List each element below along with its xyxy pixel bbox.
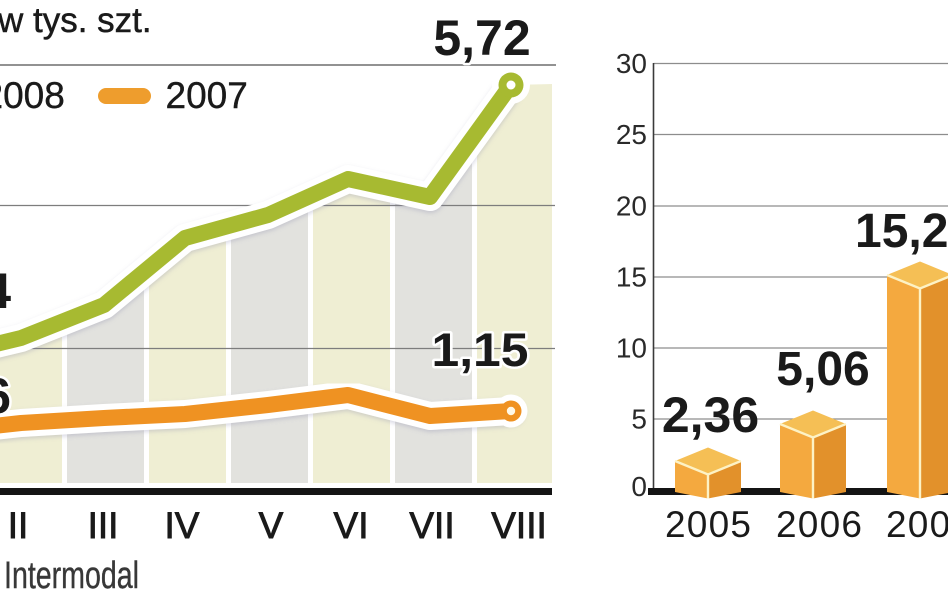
svg-text:2007: 2007 — [166, 75, 248, 116]
svg-text:0: 0 — [631, 471, 647, 502]
svg-text:2008: 2008 — [0, 75, 65, 116]
svg-text:15,24: 15,24 — [855, 205, 948, 258]
svg-text:III: III — [88, 505, 119, 546]
svg-text:5,72: 5,72 — [433, 10, 530, 66]
svg-text:2005: 2005 — [665, 504, 751, 545]
svg-text:V: V — [259, 505, 284, 546]
svg-text:VIII: VIII — [491, 505, 547, 546]
svg-text:1,15: 1,15 — [432, 323, 529, 376]
svg-text:10: 10 — [616, 333, 647, 364]
svg-text:2007: 2007 — [886, 504, 948, 545]
svg-text:IV: IV — [165, 505, 200, 546]
svg-text:15: 15 — [616, 262, 647, 293]
svg-text:30: 30 — [616, 48, 647, 79]
svg-text:VI: VI — [334, 505, 369, 546]
svg-text:Intermodal: Intermodal — [4, 555, 139, 593]
svg-text:5,06: 5,06 — [776, 343, 869, 396]
svg-text:20: 20 — [616, 191, 647, 222]
svg-text:5: 5 — [631, 404, 647, 435]
svg-text:w tys. szt.: w tys. szt. — [0, 1, 152, 40]
svg-text:VII: VII — [409, 505, 454, 546]
svg-text:II: II — [8, 505, 29, 546]
svg-text:2006: 2006 — [776, 504, 862, 545]
svg-text:6: 6 — [0, 368, 11, 424]
svg-text:25: 25 — [616, 119, 647, 150]
svg-text:2,36: 2,36 — [662, 387, 759, 443]
svg-text:4: 4 — [0, 263, 11, 319]
